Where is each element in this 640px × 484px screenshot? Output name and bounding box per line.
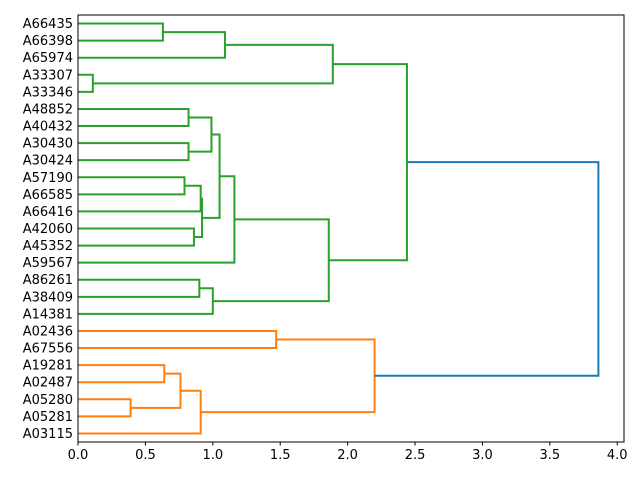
leaf-label-A67556: A67556: [23, 342, 73, 357]
dendrogram-link-M3: [92, 43, 334, 85]
x-tick-label: 1.5: [270, 448, 291, 463]
dendrogram-link-M12: [78, 175, 236, 264]
leaf-label-A48852: A48852: [23, 102, 73, 117]
x-tick-label: 2.0: [337, 448, 358, 463]
leaf-label-A30430: A30430: [23, 137, 73, 152]
dendrogram-link-M1: [78, 31, 226, 59]
dendrogram-link-M22: [200, 338, 376, 414]
dendrogram-link-M7: [78, 176, 186, 196]
leaf-label-A42060: A42060: [23, 222, 73, 237]
leaf-label-A05281: A05281: [23, 410, 73, 425]
leaf-label-A65974: A65974: [23, 51, 73, 66]
leaf-label-A02436: A02436: [23, 324, 73, 339]
dendrogram-link-M4: [78, 107, 190, 128]
x-tick-label: 0.5: [135, 448, 156, 463]
leaf-label-A14381: A14381: [23, 307, 73, 322]
leaf-label-A45352: A45352: [23, 239, 73, 254]
leaf-label-A66416: A66416: [23, 205, 73, 220]
dendrogram-link-M23: [374, 161, 600, 377]
dendrogram-link-M5: [78, 142, 190, 162]
leaf-label-A02487: A02487: [23, 376, 73, 391]
dendrogram-link-M14: [78, 287, 214, 315]
dendrogram-link-M6: [188, 116, 213, 153]
leaf-label-A05280: A05280: [23, 393, 73, 408]
leaf-label-A33346: A33346: [23, 85, 73, 100]
leaf-label-A66585: A66585: [23, 188, 73, 203]
dendrogram-link-M20: [130, 372, 182, 409]
leaf-label-A19281: A19281: [23, 359, 73, 374]
dendrogram-link-M8: [78, 184, 202, 213]
dendrogram-link-M0: [78, 22, 164, 42]
dendrogram-link-M2: [78, 73, 94, 93]
dendrogram-link-M15: [212, 218, 330, 303]
leaf-label-A30424: A30424: [23, 154, 73, 169]
leaf-label-A03115: A03115: [23, 427, 73, 442]
x-tick-label: 3.5: [540, 448, 561, 463]
leaf-label-A33307: A33307: [23, 68, 73, 83]
axis-layer: 0.0 0.5 1.0 1.5 2.0 2.5 3.0 3.5 4.0: [68, 14, 628, 463]
dendrogram-link-M16: [328, 63, 408, 262]
x-tick-label: 4.0: [607, 448, 628, 463]
leaf-label-A66398: A66398: [23, 34, 73, 49]
x-tick-label: 1.0: [202, 448, 223, 463]
x-tick-label: 0.0: [68, 448, 89, 463]
dendrogram-links-layer: [78, 22, 600, 435]
dendrogram-link-M21: [78, 389, 202, 435]
leaf-labels-layer: A66435 A66398 A65974 A33307 A33346 A48852 A404…: [23, 17, 73, 442]
dendrogram-link-M19: [78, 398, 132, 418]
dendrogram-link-M13: [78, 278, 201, 298]
axis-frame: [77, 14, 625, 443]
dendrogram-link-M18: [78, 364, 166, 384]
leaf-label-A66435: A66435: [23, 17, 73, 32]
leaf-label-A40432: A40432: [23, 120, 73, 135]
leaf-label-A86261: A86261: [23, 273, 73, 288]
leaf-label-A38409: A38409: [23, 290, 73, 305]
x-tick-label: 2.5: [405, 448, 426, 463]
leaf-label-A57190: A57190: [23, 171, 73, 186]
leaf-label-A59567: A59567: [23, 256, 73, 271]
dendrogram-link-M9: [78, 227, 195, 247]
x-tick-label: 3.0: [472, 448, 493, 463]
dendrogram-link-M17: [78, 329, 278, 350]
